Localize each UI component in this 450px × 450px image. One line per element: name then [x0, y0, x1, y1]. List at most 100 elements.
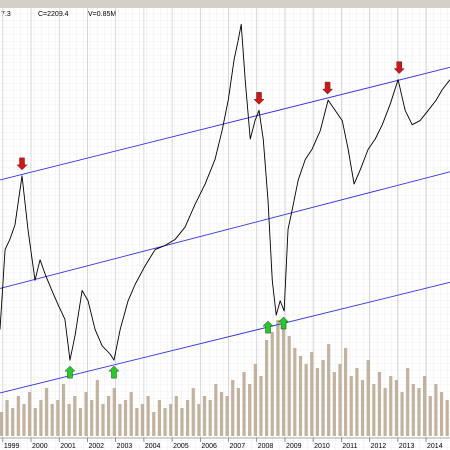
x-tick-label: 2001: [60, 443, 76, 450]
volume-bar: [310, 352, 314, 436]
volume-bar: [11, 408, 15, 436]
price-line: [0, 23, 450, 361]
volume-bar: [377, 372, 382, 436]
volume-bar: [411, 384, 415, 436]
volume-bar: [197, 404, 201, 436]
volume-bar: [73, 396, 77, 436]
volume-bar: [22, 404, 26, 436]
volume-bar: [180, 408, 184, 436]
volume-bar: [16, 396, 20, 436]
volume-bar: [44, 388, 49, 436]
signal-arrow: [108, 365, 120, 379]
volume-bar: [61, 384, 66, 436]
signal-arrow: [64, 365, 76, 379]
volume-bar: [259, 376, 263, 436]
volume-bar: [417, 388, 421, 436]
volume-bar: [208, 400, 212, 436]
volume-bar: [253, 364, 257, 436]
volume-bar: [202, 396, 207, 436]
volume-bar: [135, 408, 139, 436]
volume-bar: [78, 408, 83, 436]
volume-bar: [95, 380, 99, 436]
volume-bar: [372, 384, 376, 436]
volume-bar: [123, 400, 128, 436]
volume-bar: [383, 388, 387, 436]
volume-bar: [394, 380, 398, 436]
volume-bar: [146, 396, 150, 436]
volume-bar: [293, 348, 297, 436]
x-tick-label: 1999: [4, 443, 20, 450]
volume-bar: [191, 388, 195, 436]
volume-bar: [152, 412, 156, 436]
volume-bar: [219, 392, 224, 436]
volume-bar: [349, 376, 353, 436]
header-text: 7.3: [1, 11, 11, 18]
volume-bar: [5, 400, 9, 436]
x-tick-label: 2002: [88, 443, 104, 450]
volume-bar: [33, 408, 37, 436]
volume-bar: [242, 372, 246, 436]
volume-bar: [304, 364, 308, 436]
x-tick-label: 2003: [117, 443, 133, 450]
x-tick-label: 2008: [258, 443, 274, 450]
volume-bar: [39, 400, 43, 436]
header-text: C=2209.4: [38, 11, 69, 18]
volume-bar: [439, 392, 444, 436]
volume-bar: [265, 340, 269, 436]
x-tick-label: 2006: [201, 443, 217, 450]
volume-bar: [28, 392, 32, 436]
channel-line: [0, 281, 450, 394]
volume-bar: [112, 388, 116, 436]
x-tick-label: 2012: [371, 443, 387, 450]
volume-bar: [214, 384, 218, 436]
volume-bar: [101, 404, 105, 436]
volume-bar: [50, 404, 54, 436]
volume-bar: [287, 336, 291, 436]
signal-arrow: [262, 320, 274, 334]
volume-bar: [428, 396, 432, 436]
header-text: V=0.85M: [88, 11, 116, 18]
volume-bar: [129, 392, 133, 436]
volume-bar: [338, 364, 342, 436]
volume-bar: [344, 348, 348, 436]
volume-bar: [56, 400, 60, 436]
x-tick-label: 2005: [173, 443, 189, 450]
volume-bar: [423, 376, 427, 436]
top-strip: [0, 0, 450, 8]
volume-bar: [332, 372, 336, 436]
volume-bar: [327, 344, 331, 436]
volume-bar: [434, 384, 438, 436]
volume-bar: [174, 396, 178, 436]
volume-bar: [90, 400, 94, 436]
volume-bar: [118, 404, 122, 436]
volume-bar: [270, 332, 274, 436]
volume-bar: [366, 360, 370, 436]
x-tick-label: 2007: [230, 443, 246, 450]
volume-bar: [298, 356, 303, 436]
volume-bar: [281, 328, 286, 436]
volume-bar: [355, 368, 359, 436]
x-tick-label: 2004: [145, 443, 161, 450]
volume-bar: [169, 404, 173, 436]
volume-bar: [321, 360, 325, 436]
volume-bar: [67, 404, 71, 436]
volume-bar: [163, 408, 167, 436]
volume-bar: [389, 376, 393, 436]
channel-line: [0, 66, 450, 181]
volume-bar: [445, 400, 449, 436]
x-tick-label: 2009: [286, 443, 302, 450]
x-tick-label: 2013: [399, 443, 415, 450]
x-tick-label: 2010: [314, 443, 330, 450]
volume-bar: [186, 400, 190, 436]
signal-arrow: [321, 81, 334, 95]
volume-bar: [406, 368, 410, 436]
x-tick-label: 2011: [342, 443, 357, 450]
volume-bar: [107, 396, 111, 436]
volume-bar: [236, 388, 241, 436]
signal-arrow: [16, 157, 28, 171]
volume-bar: [225, 396, 229, 436]
volume-bar: [400, 392, 404, 436]
volume-bar: [231, 380, 235, 436]
